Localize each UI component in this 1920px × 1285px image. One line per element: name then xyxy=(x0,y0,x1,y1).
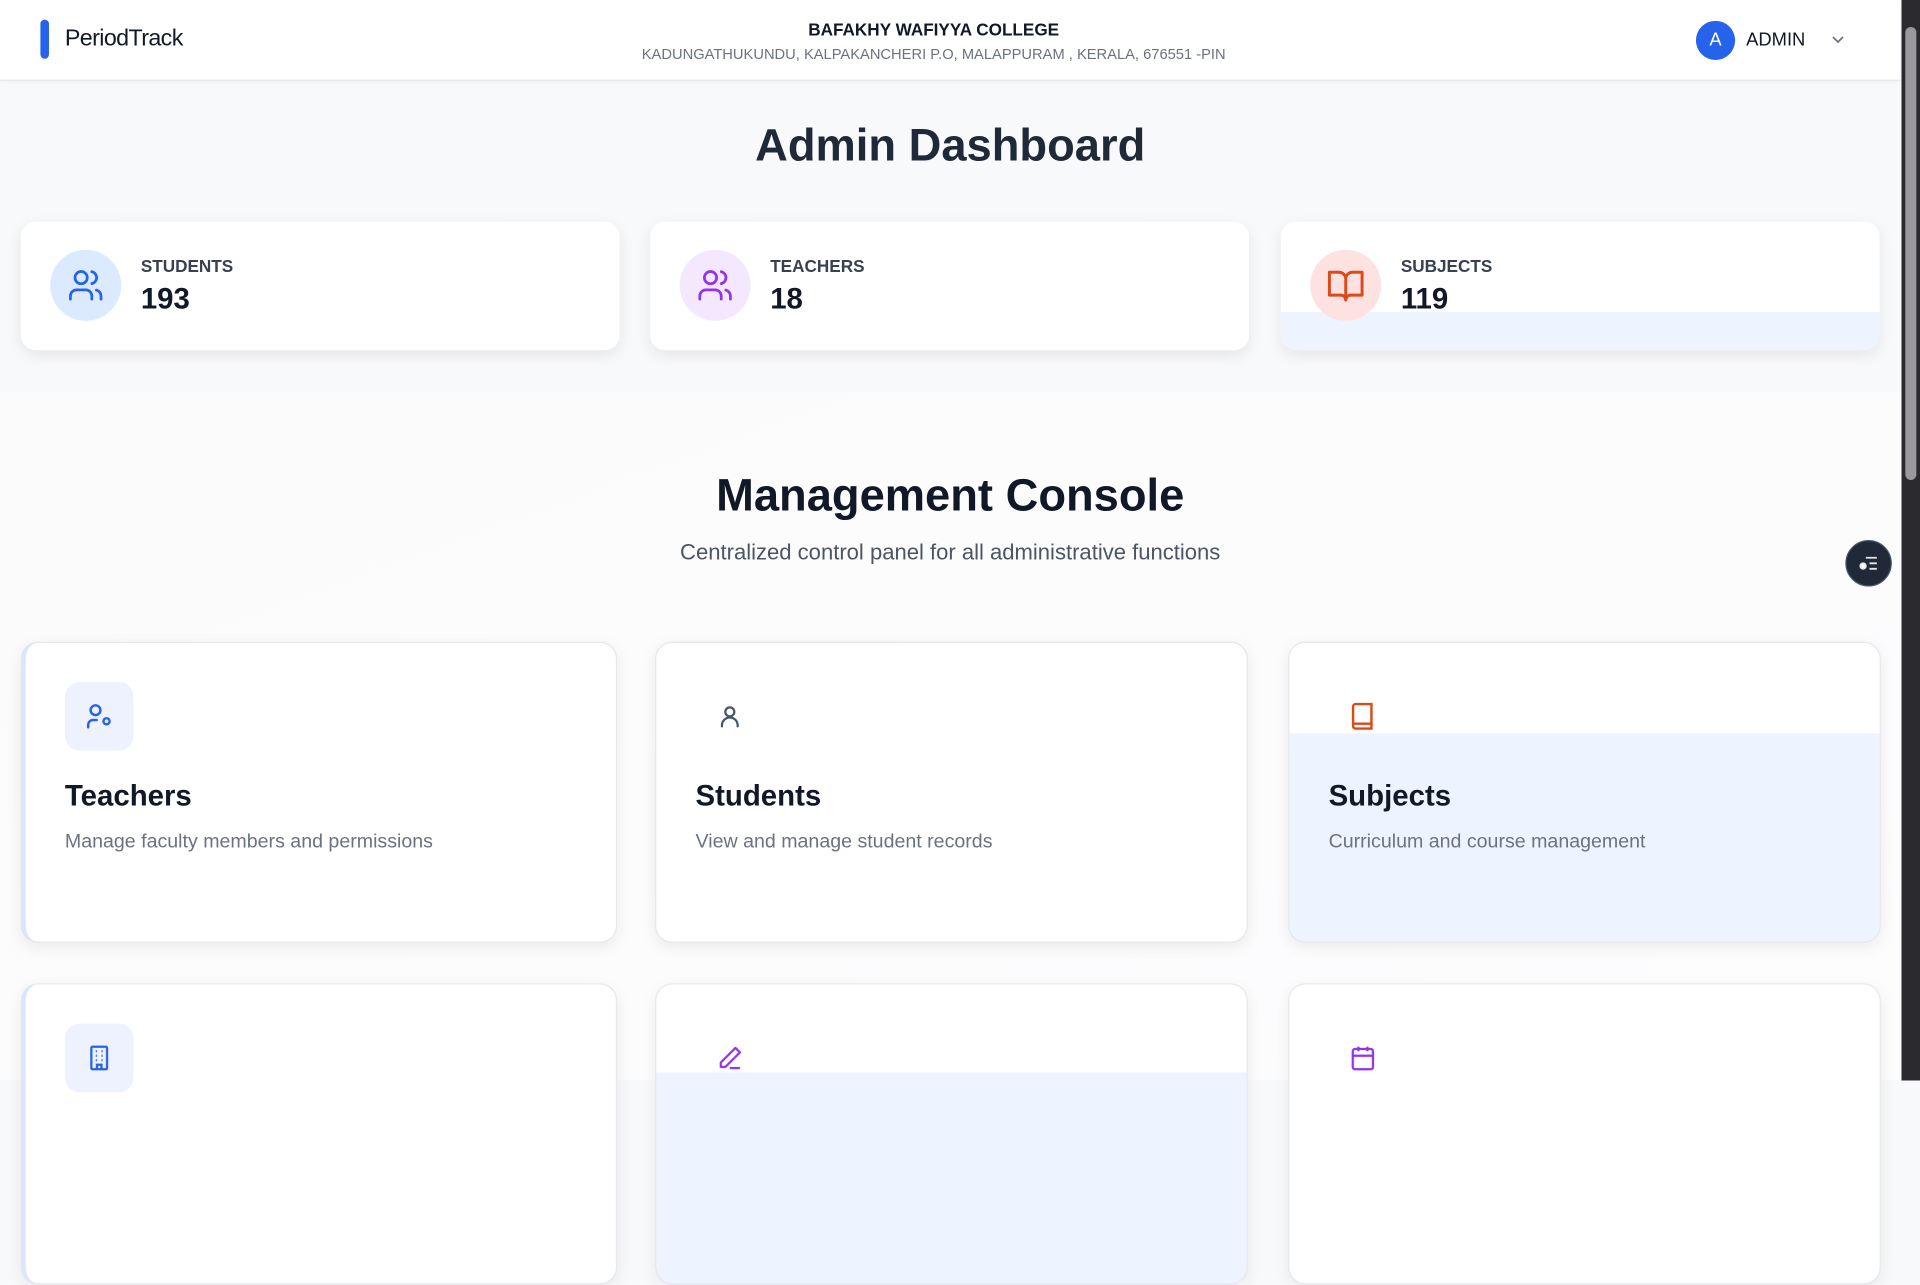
stat-label: STUDENTS xyxy=(140,255,234,276)
avatar[interactable]: A xyxy=(1695,20,1736,61)
top-header: PeriodTrack BAFAKHY WAFIYYA COLLEGE KADU… xyxy=(0,0,1901,81)
stat-value: 119 xyxy=(1400,282,1449,316)
stat-card-students: STUDENTS 193 xyxy=(20,221,620,351)
console-card-departments[interactable] xyxy=(20,983,618,1285)
users-icon xyxy=(50,249,122,321)
book-open-icon xyxy=(1310,249,1382,321)
building-icon xyxy=(64,1023,134,1093)
card-description: View and manage student records xyxy=(695,831,993,853)
chevron-down-icon[interactable] xyxy=(1829,31,1846,48)
pen-icon xyxy=(696,1024,765,1093)
book-icon xyxy=(1329,682,1398,751)
brand-name[interactable]: PeriodTrack xyxy=(64,25,183,52)
college-address: KADUNGATHUKUNDU, KALPAKANCHERI P.O, MALA… xyxy=(641,45,1226,63)
stat-card-subjects: SUBJECTS 119 xyxy=(1280,221,1880,351)
floating-menu-button[interactable] xyxy=(1845,540,1892,587)
stat-label: TEACHERS xyxy=(770,255,865,276)
page-title: Admin Dashboard xyxy=(755,120,1146,171)
card-description: Curriculum and course management xyxy=(1328,831,1646,853)
console-card-subjects[interactable]: Subjects Curriculum and course managemen… xyxy=(1288,641,1881,943)
logo-mark xyxy=(40,19,49,59)
card-title: Subjects xyxy=(1328,780,1452,814)
stat-card-teachers: TEACHERS 18 xyxy=(650,221,1249,351)
user-name[interactable]: ADMIN xyxy=(1746,29,1806,51)
card-description: Manage faculty members and permissions xyxy=(64,831,433,853)
stat-value: 193 xyxy=(140,282,190,316)
section-title: Management Console xyxy=(716,470,1185,521)
card-title: Teachers xyxy=(64,780,192,814)
console-card-schedule[interactable] xyxy=(1288,983,1881,1285)
calendar-icon xyxy=(1329,1024,1398,1093)
user-icon xyxy=(696,682,765,751)
card-title: Students xyxy=(695,780,822,814)
stat-label: SUBJECTS xyxy=(1400,255,1493,276)
user-cog-icon xyxy=(64,682,134,751)
console-card-edit[interactable] xyxy=(655,983,1248,1285)
users-icon xyxy=(679,249,751,321)
scrollbar-thumb[interactable] xyxy=(1905,26,1917,481)
console-card-teachers[interactable]: Teachers Manage faculty members and perm… xyxy=(20,641,618,943)
console-card-students[interactable]: Students View and manage student records xyxy=(655,641,1248,943)
college-name: BAFAKHY WAFIYYA COLLEGE xyxy=(808,19,1060,40)
list-settings-icon xyxy=(1859,556,1877,570)
section-subtitle: Centralized control panel for all admini… xyxy=(680,540,1221,565)
stat-value: 18 xyxy=(770,282,803,316)
